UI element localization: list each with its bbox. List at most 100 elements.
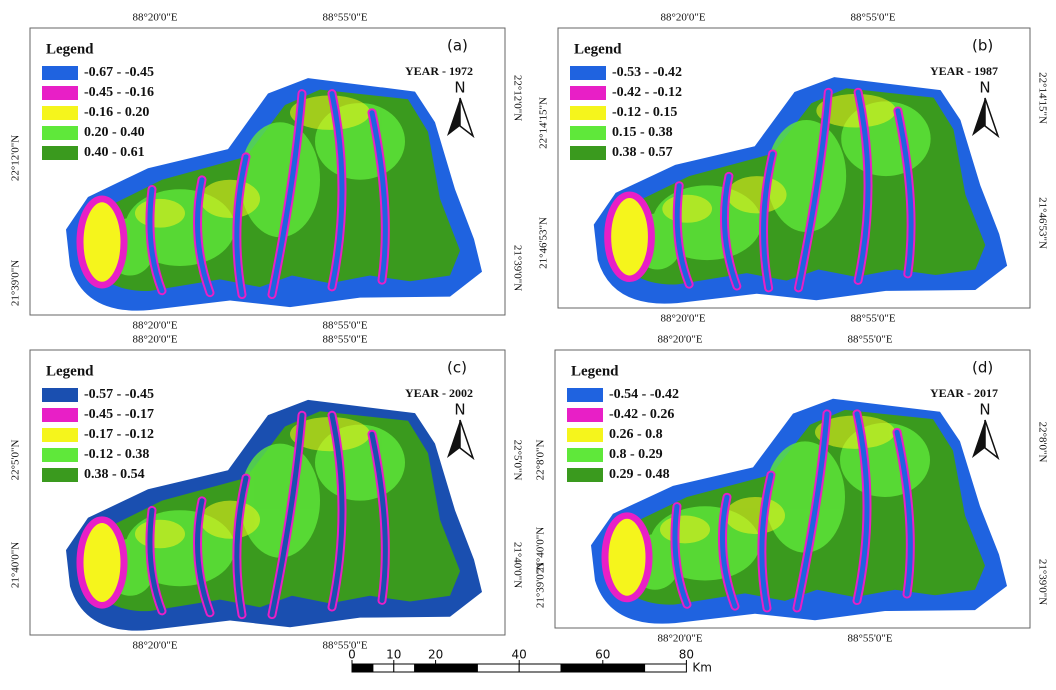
longitude-label: 88°20'0"E [660,12,705,24]
latitude-label: 22°12'0"N [10,135,22,181]
legend-swatch [570,146,606,160]
legend-label: 0.8 - 0.29 [609,447,663,462]
longitude-label: 88°20'0"E [132,320,177,332]
north-arrow [984,97,1000,139]
scale-label: 80 [679,648,694,662]
longitude-label: 88°20'0"E [132,12,177,24]
year-label: YEAR - 1972 [405,64,473,78]
year-label: YEAR - 1987 [930,64,998,78]
legend-swatch [570,126,606,140]
panel-label: (c) [447,359,467,377]
latitude-label: 22°5'0"N [511,440,523,481]
latitude-label: 21°39'0"N [10,260,22,306]
legend-swatch [570,106,606,120]
legend-label: -0.42 - 0.26 [609,407,674,422]
panel-label: (a) [447,37,468,55]
legend-label: -0.12 - 0.38 [84,447,149,462]
scale-label: 10 [386,648,401,662]
legend-swatch [42,146,78,160]
scale-label: 0 [348,648,356,662]
latitude-label: 21°39'0"N [535,562,547,608]
legend-label: 0.15 - 0.38 [612,125,673,140]
map-panel: Legend -0.67 - -0.45 -0.45 - -0.16 -0.16 - … [10,12,524,332]
latitude-label: 21°46'53"N [1036,197,1048,249]
legend-label: 0.20 - 0.40 [84,125,145,140]
legend-label: -0.12 - 0.15 [612,105,677,120]
legend-label: -0.67 - -0.45 [84,65,154,80]
latitude-label: 22°8'0"N [535,440,547,481]
latitude-label: 22°14'15"N [538,97,550,149]
longitude-label: 88°55'0"E [322,320,367,332]
legend-swatch [42,408,78,422]
longitude-label: 88°55'0"E [847,334,892,346]
scale-segment [602,663,646,673]
scale-segment [560,663,604,673]
north-arrow [459,419,475,461]
longitude-label: 88°20'0"E [657,633,702,645]
legend-swatch [570,66,606,80]
legend-title: Legend [46,41,94,57]
legend-swatch [42,106,78,120]
scale-segment [414,663,437,673]
latitude-label: 22°14'15"N [1036,72,1048,124]
legend-label: -0.45 - -0.16 [84,85,154,100]
longitude-label: 88°20'0"E [132,334,177,346]
legend-swatch [567,388,603,402]
legend-label: -0.42 - -0.12 [612,85,682,100]
legend-swatch [42,86,78,100]
scale-segment [644,663,687,673]
longitude-label: 88°55'0"E [322,12,367,24]
latitude-label: 21°40'0"N [535,527,547,573]
latitude-label: 21°40'0"N [10,542,22,588]
legend-swatch [567,468,603,482]
north-label: N [979,401,990,419]
longitude-label: 88°55'0"E [850,12,895,24]
scale-label: 20 [428,648,443,662]
latitude-label: 22°12'0"N [511,75,523,121]
legend-swatch [42,388,78,402]
longitude-label: 88°20'0"E [132,640,177,652]
legend-title: Legend [571,363,619,379]
latitude-label: 21°39'0"N [1036,559,1048,605]
north-arrow [972,98,985,136]
panel-label: (b) [972,37,993,55]
legend-label: 0.38 - 0.57 [612,145,673,160]
latitude-label: 21°46'53"N [538,217,550,269]
legend-label: 0.40 - 0.61 [84,145,145,160]
north-arrow [984,419,1000,461]
legend-label: 0.38 - 0.54 [84,467,145,482]
map-panel: Legend -0.54 - -0.42 -0.42 - 0.26 0.26 - 0.… [535,334,1049,645]
year-label: YEAR - 2002 [405,386,473,400]
longitude-label: 88°55'0"E [847,633,892,645]
legend-label: -0.16 - 0.20 [84,105,149,120]
legend-swatch [42,428,78,442]
north-arrow [459,97,475,139]
panel-label: (d) [972,359,993,377]
scale-segment [518,663,562,673]
legend-swatch [42,448,78,462]
latitude-label: 21°40'0"N [511,542,523,588]
legend-title: Legend [574,41,622,57]
legend-label: -0.17 - -0.12 [84,427,154,442]
legend-label: -0.45 - -0.17 [84,407,154,422]
north-label: N [454,401,465,419]
legend-label: 0.26 - 0.8 [609,427,663,442]
map-panel: Legend -0.53 - -0.42 -0.42 - -0.12 -0.12 - … [538,12,1049,325]
legend-label: -0.53 - -0.42 [612,65,682,80]
scale-segment [351,663,374,673]
scale-segment [476,663,520,673]
legend-label: 0.29 - 0.48 [609,467,670,482]
longitude-label: 88°55'0"E [850,313,895,325]
legend-swatch [42,66,78,80]
scale-segment [435,663,478,673]
north-arrow [447,420,460,458]
latitude-label: 21°39'0"N [511,245,523,291]
scale-label: 40 [512,648,527,662]
longitude-label: 88°20'0"E [657,334,702,346]
legend-title: Legend [46,363,94,379]
scale-unit: Km [692,661,712,675]
scale-segment [372,663,395,673]
north-label: N [454,79,465,97]
legend-swatch [570,86,606,100]
north-arrow [447,98,460,136]
